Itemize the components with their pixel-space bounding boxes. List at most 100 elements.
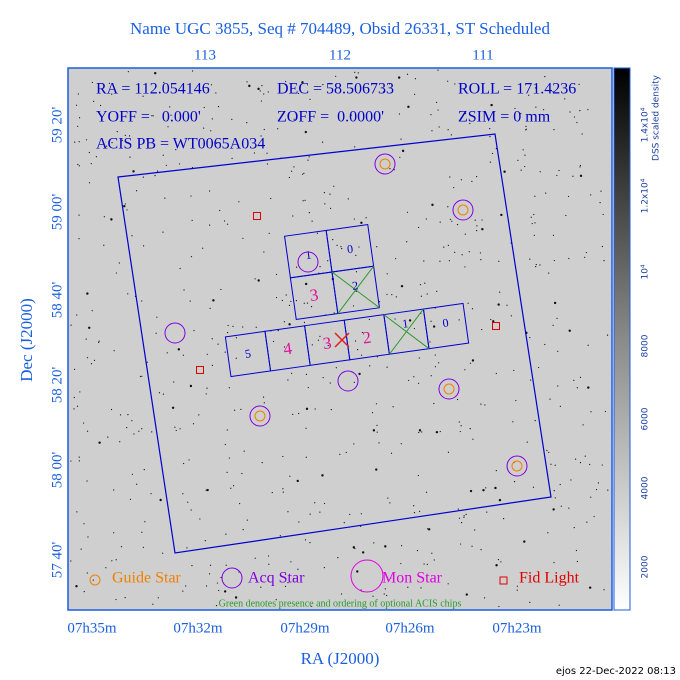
sky-star — [248, 84, 251, 88]
sky-star — [142, 95, 144, 97]
sky-star — [254, 557, 256, 559]
sky-star — [554, 464, 556, 466]
sky-star — [206, 353, 208, 355]
sky-star — [263, 402, 265, 404]
sky-star — [378, 442, 380, 444]
sky-star — [86, 572, 88, 574]
sky-star — [78, 238, 80, 240]
sky-star — [558, 604, 560, 606]
sky-star — [498, 260, 500, 262]
sky-star — [217, 106, 220, 108]
sky-star — [154, 175, 156, 177]
sky-star — [233, 409, 236, 411]
chip-label: 0 — [346, 242, 354, 257]
sky-star — [535, 263, 537, 266]
sky-star — [447, 583, 449, 585]
sky-star — [302, 200, 304, 202]
sky-star — [458, 319, 460, 321]
x-tick-label: 07h26m — [385, 620, 435, 636]
sky-star — [558, 169, 560, 172]
sky-star — [262, 396, 265, 398]
sky-star — [376, 356, 378, 358]
sky-star — [371, 412, 374, 414]
sky-star — [309, 542, 311, 544]
sky-star — [572, 175, 574, 177]
sky-star — [268, 563, 270, 565]
sky-star — [287, 511, 289, 513]
sky-star — [369, 365, 371, 367]
sky-star — [190, 195, 192, 197]
sky-star — [246, 81, 248, 83]
sky-star — [139, 375, 142, 378]
sky-star — [327, 260, 329, 262]
sky-star — [322, 377, 324, 379]
sky-star — [469, 489, 473, 493]
sky-star — [217, 343, 219, 345]
sky-star — [582, 424, 584, 426]
chip-label: 0 — [442, 316, 450, 331]
title: Name UGC 3855, Seq # 704489, Obsid 26331… — [130, 19, 550, 38]
sky-star — [209, 307, 211, 309]
sky-star — [372, 429, 376, 432]
sky-star — [162, 154, 164, 156]
sky-star — [376, 424, 378, 426]
sky-star — [471, 308, 474, 310]
sky-star — [418, 429, 422, 432]
sky-star — [480, 259, 482, 261]
sky-star — [419, 510, 421, 512]
sky-star — [529, 258, 531, 260]
sky-star — [463, 515, 465, 517]
sky-star — [124, 203, 126, 205]
sky-star — [283, 346, 286, 348]
sky-star — [448, 260, 451, 262]
sky-star — [146, 361, 148, 363]
sky-star — [568, 257, 570, 260]
sky-star — [353, 381, 355, 383]
sky-star — [159, 498, 162, 502]
sky-star — [354, 340, 357, 342]
y-tick-label: 58 20' — [49, 366, 65, 403]
sky-star — [401, 149, 405, 153]
sky-star — [307, 386, 309, 389]
sky-star — [131, 473, 134, 475]
sky-star — [129, 156, 131, 158]
sky-star — [158, 392, 161, 394]
sky-star — [108, 82, 111, 84]
sky-star — [332, 239, 334, 241]
sky-star — [156, 316, 158, 318]
sky-star — [386, 594, 388, 597]
sky-star — [340, 246, 342, 248]
sky-star — [78, 460, 80, 462]
sky-star — [86, 292, 89, 295]
sky-star — [255, 326, 257, 328]
sky-star — [241, 472, 243, 475]
sky-star — [354, 547, 356, 550]
sky-star — [128, 135, 131, 137]
sky-star — [576, 560, 578, 563]
info-ra: RA = 112.054146 — [96, 81, 210, 98]
acq-star — [164, 322, 186, 344]
sky-star — [424, 282, 426, 284]
sky-star — [121, 139, 123, 142]
acq-star — [452, 199, 474, 221]
sky-star — [469, 428, 471, 430]
sky-star — [469, 362, 472, 364]
sky-star — [414, 93, 416, 95]
sky-star — [156, 170, 159, 172]
sky-star — [532, 486, 535, 488]
sky-star — [576, 121, 578, 124]
sky-star — [193, 330, 195, 332]
colorbar-label: 10⁴ — [641, 264, 651, 279]
sky-star — [476, 225, 478, 227]
sky-star — [98, 341, 100, 343]
sky-star — [164, 197, 166, 199]
sky-star — [103, 244, 105, 246]
sky-star — [76, 405, 79, 407]
sky-star — [585, 251, 587, 254]
sky-star — [321, 474, 324, 477]
sky-star — [426, 563, 428, 565]
sky-star — [503, 170, 506, 173]
sky-star — [568, 507, 570, 509]
sky-star — [525, 125, 527, 127]
sky-star — [191, 219, 193, 221]
